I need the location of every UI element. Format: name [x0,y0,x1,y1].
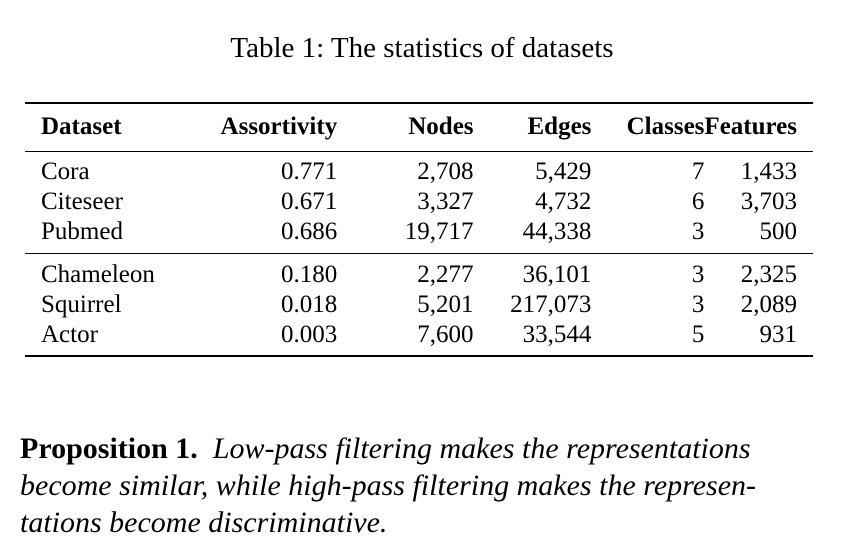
table-row: Actor 0.003 7,600 33,544 5 931 [25,320,813,356]
cell-features: 500 [759,218,798,245]
table-header-row: Dataset Assortivity Nodes Edges Classes … [25,103,813,152]
cell-edges: 36,101 [522,261,592,288]
table-group-heterophilous: Chameleon 0.180 2,277 36,101 3 2,325 Squ… [25,253,813,356]
cell-nodes: 19,717 [404,218,474,245]
table-group-homophilous: Cora 0.771 2,708 5,429 7 1,433 Citeseer … [25,152,813,254]
cell-features: 2,089 [740,291,797,318]
proposition-block: Proposition 1. Low-pass filtering makes … [20,430,820,541]
cell-classes: 7 [691,158,705,185]
proposition-text-line-2: become similar, while high-pass filterin… [20,469,756,502]
cell-assortivity: 0.771 [280,158,338,185]
cell-classes: 3 [691,291,705,318]
cell-dataset: Cora [41,158,90,185]
cell-nodes: 2,277 [417,261,474,288]
proposition-text-line-1: Low-pass filtering makes the representat… [212,432,751,465]
table-row: Cora 0.771 2,708 5,429 7 1,433 [25,152,813,188]
cell-nodes: 3,327 [417,188,474,215]
cell-edges: 4,732 [535,188,592,215]
cell-classes: 3 [691,218,705,245]
cell-assortivity: 0.180 [280,261,338,288]
table-caption: Table 1: The statistics of datasets [230,32,614,64]
cell-dataset: Actor [41,321,98,348]
cell-assortivity: 0.671 [280,188,338,215]
cell-classes: 6 [691,188,705,215]
statistics-table: Dataset Assortivity Nodes Edges Classes … [25,102,813,357]
header-features: Features [704,113,797,140]
cell-assortivity: 0.003 [280,321,338,348]
header-assortivity: Assortivity [220,113,338,140]
proposition-label: Proposition 1. [20,432,198,465]
cell-classes: 3 [691,261,705,288]
cell-nodes: 2,708 [417,158,474,185]
cell-features: 2,325 [740,261,797,288]
table-row: Citeseer 0.671 3,327 4,732 6 3,703 [25,187,813,217]
cell-features: 3,703 [740,188,797,215]
cell-assortivity: 0.686 [280,218,338,245]
cell-assortivity: 0.018 [280,291,338,318]
cell-dataset: Squirrel [41,291,122,318]
header-classes: Classes [626,113,705,140]
table-row: Chameleon 0.180 2,277 36,101 3 2,325 [25,254,813,291]
cell-edges: 5,429 [535,158,592,185]
cell-dataset: Pubmed [41,218,123,245]
table-row: Pubmed 0.686 19,717 44,338 3 500 [25,217,813,254]
cell-edges: 33,544 [522,321,592,348]
proposition-line-1: Proposition 1. Low-pass filtering makes … [20,430,820,467]
dataset-statistics-table: Dataset Assortivity Nodes Edges Classes … [25,102,813,357]
table-row: Squirrel 0.018 5,201 217,073 3 2,089 [25,290,813,320]
cell-features: 931 [759,321,798,348]
cell-nodes: 7,600 [417,321,474,348]
cell-edges: 217,073 [510,291,592,318]
cell-classes: 5 [691,321,705,348]
cell-dataset: Chameleon [41,261,155,288]
cell-dataset: Citeseer [41,188,123,215]
header-edges: Edges [527,113,592,140]
cell-nodes: 5,201 [417,291,474,318]
proposition-text-line-3: tations become discriminative. [20,506,388,539]
cell-features: 1,433 [740,158,797,185]
header-nodes: Nodes [408,113,474,140]
cell-edges: 44,338 [522,218,592,245]
header-dataset: Dataset [41,113,122,140]
